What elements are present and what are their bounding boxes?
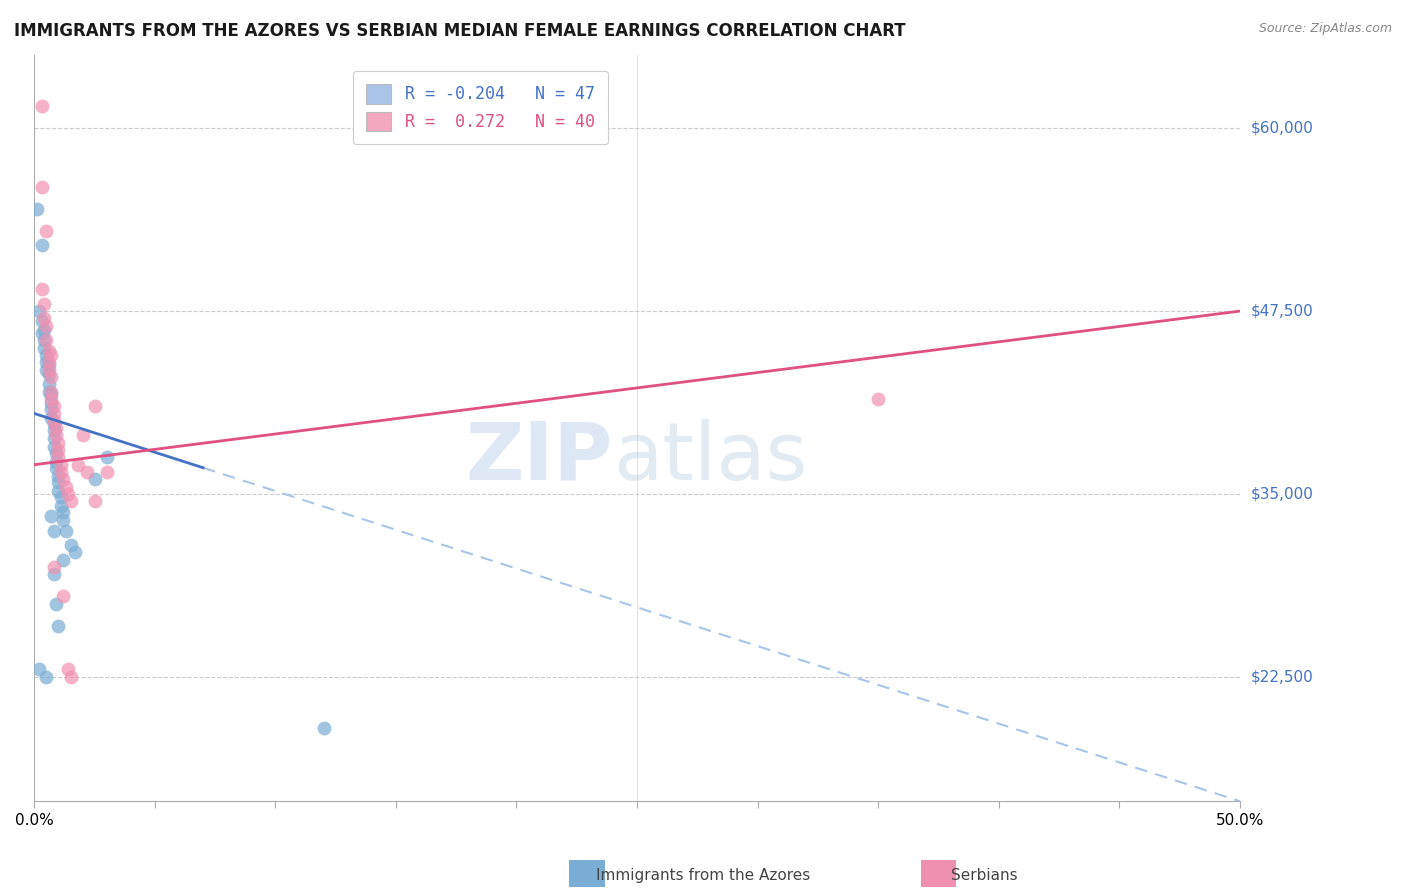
Point	[31, 282, 53, 296]
Text: ZIP: ZIP	[465, 419, 613, 497]
Text: $22,500: $22,500	[1251, 669, 1313, 684]
Text: atlas: atlas	[613, 419, 807, 497]
Point	[39, 370, 62, 384]
Point	[42, 417, 65, 431]
Point	[45, 597, 67, 611]
Point	[42, 431, 65, 445]
Point	[32, 297, 55, 311]
Point	[52, 504, 75, 518]
Point	[39, 410, 62, 425]
Point	[83, 494, 105, 508]
Point	[83, 399, 105, 413]
Point	[83, 472, 105, 486]
Point	[38, 377, 60, 392]
Point	[35, 670, 58, 684]
Text: Serbians: Serbians	[950, 869, 1018, 883]
Text: Immigrants from the Azores: Immigrants from the Azores	[596, 869, 810, 883]
Point	[52, 590, 75, 604]
Point	[42, 414, 65, 428]
Point	[96, 450, 118, 465]
Point	[35, 355, 58, 369]
Point	[59, 538, 82, 552]
Point	[35, 348, 58, 362]
Point	[76, 465, 98, 479]
Point	[59, 494, 82, 508]
Point	[45, 446, 67, 460]
Point	[56, 487, 79, 501]
Point	[32, 323, 55, 337]
Point	[32, 311, 55, 326]
Point	[868, 392, 890, 406]
Point	[38, 384, 60, 399]
Point	[38, 362, 60, 376]
Point	[42, 567, 65, 582]
Point	[28, 304, 51, 318]
Point	[31, 99, 53, 113]
Point	[48, 435, 70, 450]
Point	[42, 440, 65, 454]
Point	[42, 524, 65, 538]
Point	[52, 553, 75, 567]
Point	[48, 483, 70, 498]
Point	[48, 475, 70, 490]
Text: IMMIGRANTS FROM THE AZORES VS SERBIAN MEDIAN FEMALE EARNINGS CORRELATION CHART: IMMIGRANTS FROM THE AZORES VS SERBIAN ME…	[14, 22, 905, 40]
Point	[48, 618, 70, 632]
Point	[49, 499, 72, 513]
Point	[59, 670, 82, 684]
Text: $47,500: $47,500	[1251, 303, 1313, 318]
Point	[48, 443, 70, 458]
Point	[52, 472, 75, 486]
Point	[38, 343, 60, 358]
Point	[39, 402, 62, 417]
Point	[32, 341, 55, 355]
Point	[35, 318, 58, 333]
Point	[49, 458, 72, 472]
Point	[52, 513, 75, 527]
Point	[35, 334, 58, 348]
Point	[42, 560, 65, 574]
Point	[39, 348, 62, 362]
Point	[42, 407, 65, 421]
Point	[42, 423, 65, 437]
Point	[42, 399, 65, 413]
Point	[31, 314, 53, 328]
Text: Source: ZipAtlas.com: Source: ZipAtlas.com	[1258, 22, 1392, 36]
Point	[38, 367, 60, 381]
Point	[49, 490, 72, 504]
Point	[56, 663, 79, 677]
Text: $35,000: $35,000	[1251, 486, 1313, 501]
Point	[31, 238, 53, 252]
Text: $60,000: $60,000	[1251, 120, 1313, 136]
Point	[31, 326, 53, 340]
Point	[48, 469, 70, 483]
Point	[55, 480, 77, 494]
Point	[312, 721, 335, 735]
Point	[39, 384, 62, 399]
Point	[28, 663, 51, 677]
Point	[25, 202, 48, 216]
Point	[32, 334, 55, 348]
Point	[39, 508, 62, 523]
Point	[48, 450, 70, 465]
Point	[39, 396, 62, 410]
Point	[96, 465, 118, 479]
Point	[45, 428, 67, 442]
Point	[39, 392, 62, 406]
Point	[49, 465, 72, 479]
Legend: R = -0.204   N = 47, R =  0.272   N = 40: R = -0.204 N = 47, R = 0.272 N = 40	[353, 71, 607, 145]
Point	[66, 458, 89, 472]
Point	[31, 179, 53, 194]
Point	[35, 362, 58, 376]
Point	[45, 455, 67, 469]
Point	[35, 224, 58, 238]
Point	[72, 428, 94, 442]
Point	[38, 355, 60, 369]
Point	[65, 545, 87, 559]
Point	[39, 387, 62, 401]
Point	[38, 358, 60, 372]
Point	[55, 524, 77, 538]
Point	[45, 460, 67, 475]
Point	[45, 421, 67, 435]
